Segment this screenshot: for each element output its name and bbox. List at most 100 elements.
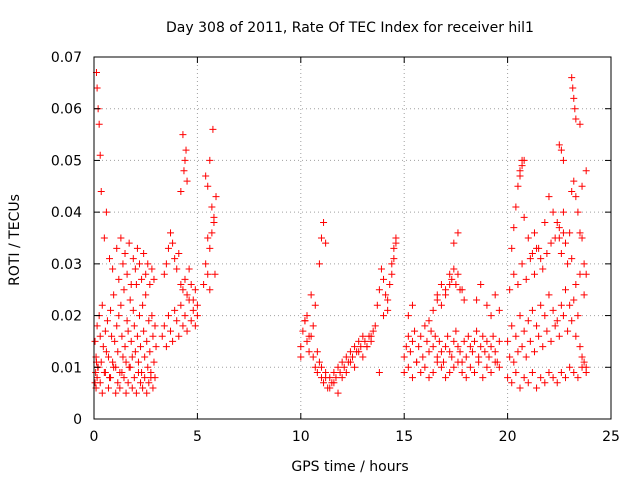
data-point: [373, 301, 381, 309]
data-point: [450, 239, 458, 247]
data-point: [421, 363, 429, 371]
data-point: [206, 244, 214, 252]
data-point: [210, 218, 218, 226]
data-point: [415, 343, 423, 351]
data-point: [477, 343, 485, 351]
chart-title: Day 308 of 2011, Rate Of TEC Index for r…: [166, 20, 534, 36]
data-point: [160, 322, 168, 330]
data-point: [491, 358, 499, 366]
data-point: [122, 358, 130, 366]
x-axis-label: GPS time / hours: [291, 459, 408, 475]
data-point: [193, 301, 201, 309]
data-point: [555, 234, 563, 242]
data-point: [580, 358, 588, 366]
data-point: [576, 270, 584, 278]
data-point: [446, 348, 454, 356]
data-point: [491, 348, 499, 356]
data-point: [408, 301, 416, 309]
data-point: [101, 368, 109, 376]
data-point: [131, 265, 139, 273]
x-tick-label: 15: [395, 429, 413, 445]
data-point: [570, 94, 578, 102]
data-point: [425, 348, 433, 356]
data-point: [111, 337, 119, 345]
data-point: [367, 332, 375, 340]
data-point: [553, 317, 561, 325]
data-point: [118, 368, 126, 376]
data-point: [495, 306, 503, 314]
data-point: [411, 327, 419, 335]
data-point: [204, 270, 212, 278]
data-point: [390, 244, 398, 252]
data-point: [380, 275, 388, 283]
data-point: [510, 358, 518, 366]
y-tick-label: 0.02: [51, 309, 82, 325]
data-point: [110, 291, 118, 299]
data-point: [514, 281, 522, 289]
data-point: [191, 322, 199, 330]
data-point: [570, 177, 578, 185]
data-point: [495, 337, 503, 345]
data-point: [487, 368, 495, 376]
data-point: [425, 317, 433, 325]
data-point: [109, 358, 117, 366]
data-point: [574, 312, 582, 320]
data-point: [185, 265, 193, 273]
data-point: [530, 348, 538, 356]
data-point: [307, 291, 315, 299]
data-point: [479, 332, 487, 340]
data-point: [371, 322, 379, 330]
data-point: [533, 322, 541, 330]
data-point: [107, 374, 115, 382]
data-point: [582, 167, 590, 175]
data-point: [510, 270, 518, 278]
grid-lines: [94, 57, 611, 419]
data-point: [522, 353, 530, 361]
data-point: [512, 332, 520, 340]
data-point: [148, 265, 156, 273]
data-point: [408, 374, 416, 382]
data-point: [142, 291, 150, 299]
data-point: [183, 291, 191, 299]
data-point: [442, 291, 450, 299]
data-point: [417, 368, 425, 376]
data-point: [102, 208, 110, 216]
data-point: [574, 208, 582, 216]
data-point: [555, 332, 563, 340]
data-point: [539, 343, 547, 351]
data-point: [468, 348, 476, 356]
data-point: [471, 368, 479, 376]
data-point: [520, 156, 528, 164]
data-point: [127, 337, 135, 345]
data-point: [189, 296, 197, 304]
data-point: [92, 368, 100, 376]
data-point: [320, 379, 328, 387]
data-point: [121, 250, 129, 258]
data-point: [512, 368, 520, 376]
data-point: [384, 306, 392, 314]
data-point: [524, 379, 532, 387]
data-point: [570, 296, 578, 304]
plot-frame: [93, 56, 612, 420]
data-point: [477, 281, 485, 289]
data-point: [135, 312, 143, 320]
data-point: [452, 281, 460, 289]
data-point: [297, 353, 305, 361]
data-point: [144, 260, 152, 268]
data-point: [167, 327, 175, 335]
data-point: [446, 270, 454, 278]
data-point: [446, 281, 454, 289]
data-point: [390, 255, 398, 263]
data-point: [458, 368, 466, 376]
data-point: [299, 327, 307, 335]
data-point: [359, 353, 367, 361]
data-point: [208, 203, 216, 211]
data-point: [143, 337, 151, 345]
data-point: [576, 343, 584, 351]
data-point: [460, 296, 468, 304]
data-point: [137, 343, 145, 351]
data-point: [462, 353, 470, 361]
data-point: [171, 306, 179, 314]
data-point: [200, 281, 208, 289]
data-point: [446, 368, 454, 376]
